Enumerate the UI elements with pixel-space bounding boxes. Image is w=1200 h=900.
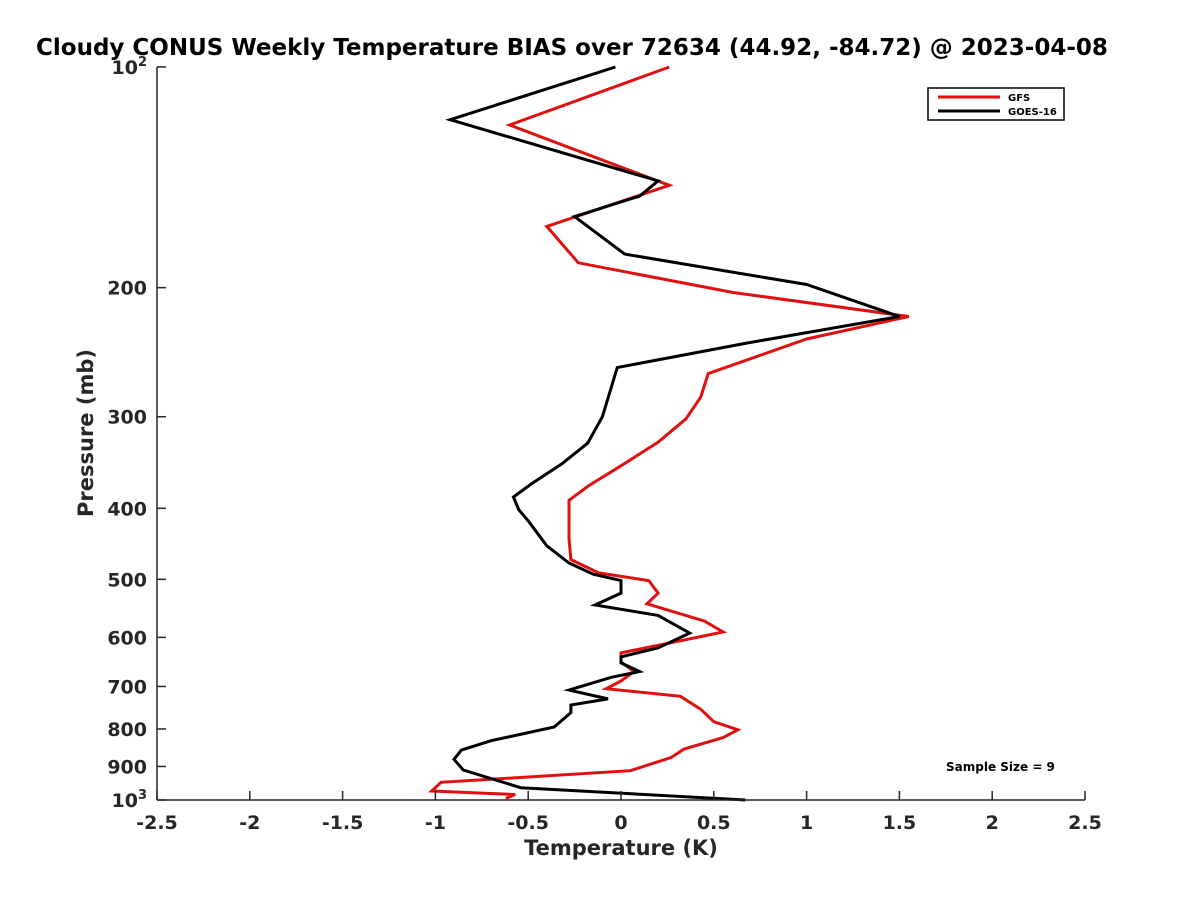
y-tick-label: 500 bbox=[107, 569, 147, 591]
legend: GFS GOES-16 bbox=[927, 87, 1065, 121]
x-tick-label: -2 bbox=[239, 812, 260, 834]
legend-label-goes-16: GOES-16 bbox=[1008, 107, 1057, 118]
legend-label-gfs: GFS bbox=[1008, 93, 1030, 104]
x-tick-label: 1 bbox=[800, 812, 813, 834]
y-tick-label: 300 bbox=[107, 407, 147, 429]
sample-size-annotation: Sample Size = 9 bbox=[946, 760, 1055, 774]
x-tick-label: 0.5 bbox=[697, 812, 731, 834]
chart-title: Cloudy CONUS Weekly Temperature BIAS ove… bbox=[36, 35, 1108, 61]
y-tick-label: 600 bbox=[107, 627, 147, 649]
series-line-gfs bbox=[428, 65, 910, 800]
x-tick-label: 2.5 bbox=[1068, 812, 1102, 834]
series-line-goes-16 bbox=[445, 65, 900, 802]
x-tick-label: 0 bbox=[614, 812, 627, 834]
y-tick-label: 200 bbox=[107, 278, 147, 300]
y-tick-label: 700 bbox=[107, 676, 147, 698]
y-tick-label: 900 bbox=[107, 756, 147, 778]
legend-box bbox=[927, 87, 1065, 121]
axes-layer: -2.5 -2 -1.5 -1 -0.5 0 0.5 1 1.5 2 2.5 102 200 300 400… bbox=[107, 55, 1102, 834]
y-axis-label: Pressure (mb) bbox=[74, 349, 98, 517]
x-tick-label: -0.5 bbox=[507, 812, 549, 834]
x-tick-label: -2.5 bbox=[136, 812, 178, 834]
y-tick-label: 400 bbox=[107, 498, 147, 520]
x-tick-label: -1 bbox=[425, 812, 446, 834]
x-tick-label: 2 bbox=[986, 812, 999, 834]
y-tick-label: 102 bbox=[112, 55, 148, 79]
y-tick-label: 103 bbox=[112, 788, 148, 812]
x-tick-label: 1.5 bbox=[883, 812, 917, 834]
y-tick-label: 800 bbox=[107, 719, 147, 741]
series-layer bbox=[428, 65, 910, 802]
x-tick-label: -1.5 bbox=[322, 812, 364, 834]
x-axis-label: Temperature (K) bbox=[524, 836, 718, 860]
